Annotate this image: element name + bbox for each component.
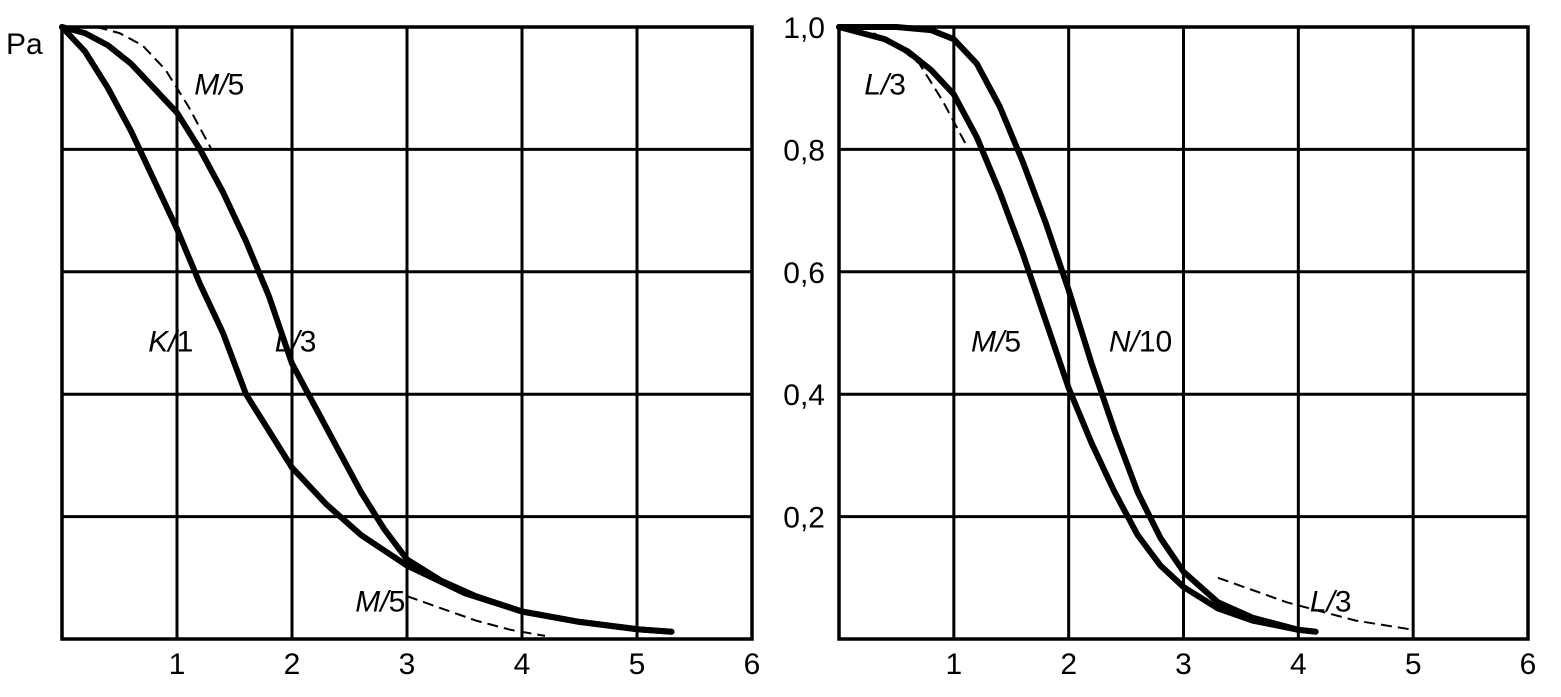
curve-label-n-10: N/10 xyxy=(1109,325,1172,358)
x-tick-label: 4 xyxy=(514,648,531,681)
x-tick-label: 3 xyxy=(1175,648,1192,681)
curve-label-m-5: M/5 xyxy=(355,585,405,618)
series-line-l-3-dashed xyxy=(873,32,967,144)
y-tick-label: 0,2 xyxy=(783,502,825,535)
series-line-m-5-dashed xyxy=(96,26,213,150)
curve-label-l-3: L/3 xyxy=(275,325,317,358)
y-tick-label: 0,8 xyxy=(783,134,825,167)
x-tick-label: 1 xyxy=(169,648,186,681)
plot-frame xyxy=(837,25,1530,641)
y-axis-label: Pa xyxy=(6,28,43,61)
left-chart-panel: 1 2 3 4 5 6 Pa M/5 K/1 L/3 M/5 xyxy=(6,24,761,681)
x-tick-label: 4 xyxy=(1290,648,1307,681)
x-tick-label: 3 xyxy=(399,648,416,681)
series-line-l-3-dashed xyxy=(1217,576,1414,631)
x-tick-label: 6 xyxy=(1520,648,1537,681)
x-tick-label: 6 xyxy=(744,648,761,681)
curve-label-l-3: L/3 xyxy=(1310,585,1352,618)
x-tick-label: 1 xyxy=(945,648,962,681)
series-line-m-5 xyxy=(836,24,1319,635)
x-tick-label: 2 xyxy=(1060,648,1077,681)
curve-label-m-5: M/5 xyxy=(194,68,244,101)
curve-label-l-3: L/3 xyxy=(864,68,906,101)
y-tick-label: 0,6 xyxy=(783,257,825,290)
series-line-l-3 xyxy=(59,24,675,635)
x-tick-label: 5 xyxy=(1405,648,1422,681)
curve-label-k-1: K/1 xyxy=(148,325,193,358)
x-tick-label: 5 xyxy=(629,648,646,681)
right-chart-panel: 1 2 3 4 5 6 1,0 0,8 0,6 0,4 0,2 L/3 M/5 N/10 L/3 xyxy=(783,12,1536,681)
plot-frame xyxy=(60,25,754,641)
y-tick-label: 0,4 xyxy=(783,379,825,412)
series-line-n-10 xyxy=(836,24,1319,635)
y-tick-label: 1,0 xyxy=(783,12,825,45)
x-tick-label: 2 xyxy=(284,648,301,681)
curve-label-m-5: M/5 xyxy=(971,325,1021,358)
series-line-m-5-dashed xyxy=(406,595,546,637)
